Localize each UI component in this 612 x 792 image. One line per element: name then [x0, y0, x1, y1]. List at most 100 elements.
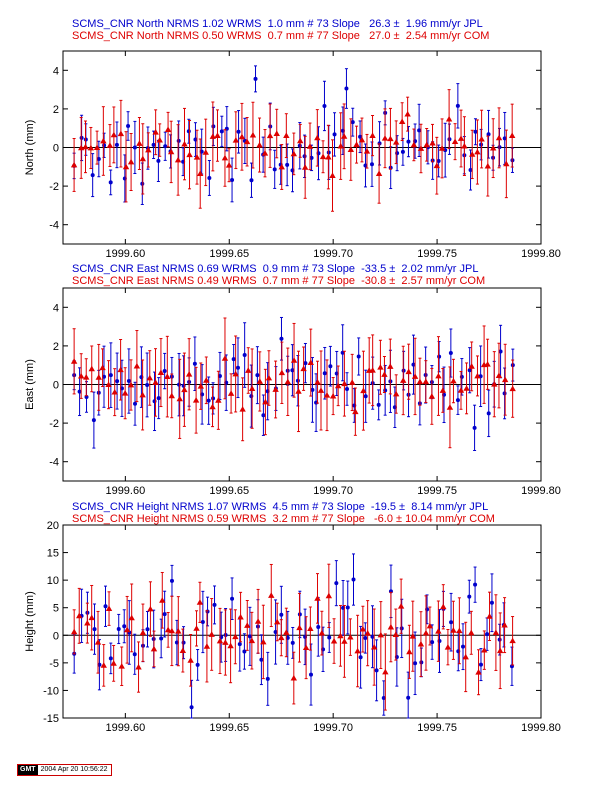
height-com-point	[422, 629, 430, 636]
east-y-tick-label: 0	[53, 380, 59, 392]
east-jpl-point	[383, 388, 388, 393]
east-com-point	[192, 397, 200, 403]
east-com-point	[127, 381, 135, 388]
north-jpl-point	[322, 103, 327, 108]
east-header-com: SCMS_CNR East NRMS 0.49 WRMS 0.7 mm # 77…	[72, 275, 486, 287]
north-com-point	[152, 129, 159, 135]
north-jpl-point	[369, 162, 374, 167]
north-jpl-point	[249, 178, 254, 183]
north-com-point	[417, 145, 425, 151]
north-com-point	[429, 139, 436, 146]
height-jpl-point	[205, 609, 210, 614]
height-com-point	[244, 622, 251, 628]
height-jpl-point	[308, 672, 313, 677]
east-com-point	[278, 369, 286, 376]
north-com-point	[438, 145, 446, 151]
east-com-point	[323, 392, 331, 398]
height-com-point	[456, 627, 463, 634]
east-com-point	[117, 366, 124, 373]
north-com-point	[283, 132, 290, 139]
height-jpl-point	[430, 640, 435, 645]
north-com-point	[404, 110, 411, 117]
east-com-point	[176, 395, 183, 402]
east-jpl-point	[310, 387, 315, 392]
east-com-point	[262, 398, 269, 405]
east-com-point	[457, 387, 465, 393]
north-com-point	[423, 141, 430, 148]
north-com-point	[243, 138, 251, 145]
height-com-point	[444, 643, 452, 650]
height-jpl-point	[370, 634, 375, 639]
height-y-axis-label: Height (mm)	[24, 591, 36, 652]
height-header-jpl: SCMS_CNR Height NRMS 1.07 WRMS 4.5 mm # …	[72, 501, 489, 513]
height-jpl-point	[162, 612, 167, 617]
height-com-point	[501, 621, 508, 628]
north-com-point	[306, 143, 314, 149]
north-jpl-point	[309, 155, 314, 160]
height-com-point	[70, 628, 78, 635]
east-com-point	[501, 376, 509, 383]
north-com-point	[70, 161, 78, 168]
east-com-point	[290, 357, 298, 363]
north-jpl-point	[350, 120, 355, 125]
height-com-point	[426, 622, 434, 629]
height-com-point	[232, 633, 239, 640]
north-y-axis-label: North (mm)	[24, 120, 36, 176]
east-com-point	[491, 380, 498, 387]
east-com-point	[152, 379, 159, 385]
height-jpl-point	[181, 640, 186, 645]
north-com-point	[139, 155, 146, 162]
north-com-point	[261, 149, 269, 156]
east-com-point	[272, 386, 279, 392]
east-jpl-point	[145, 382, 150, 387]
north-y-tick-label: 2	[53, 104, 59, 116]
east-com-point	[300, 365, 307, 372]
east-jpl-point	[459, 374, 464, 379]
east-jpl-point	[115, 379, 120, 384]
height-jpl-point	[169, 578, 174, 583]
east-com-point	[139, 391, 146, 398]
north-com-point	[461, 142, 468, 149]
north-jpl-point	[479, 142, 484, 147]
north-com-point	[82, 143, 89, 150]
height-com-point	[222, 639, 229, 645]
north-com-point	[314, 134, 321, 141]
east-x-tick-label: 1999.60	[105, 485, 145, 497]
height-jpl-point	[273, 630, 278, 635]
north-jpl-point	[207, 175, 212, 180]
height-jpl-point	[351, 577, 356, 582]
north-com-point	[503, 160, 510, 167]
north-jpl-point	[151, 142, 156, 147]
height-jpl-point	[497, 637, 502, 642]
east-com-point	[422, 378, 430, 384]
height-jpl-point	[345, 605, 350, 610]
north-com-point	[238, 133, 246, 140]
north-com-point	[325, 153, 332, 160]
east-jpl-point	[217, 374, 222, 379]
height-com-point	[392, 631, 400, 637]
north-com-point	[145, 146, 152, 153]
north-com-point	[186, 151, 193, 158]
east-com-point	[435, 372, 442, 379]
height-com-point	[216, 637, 224, 644]
height-plot-frame	[62, 524, 542, 719]
east-com-point	[295, 388, 302, 394]
height-com-point	[278, 634, 285, 641]
north-com-point	[508, 132, 516, 138]
east-x-tick-label: 1999.65	[209, 485, 249, 497]
east-com-point	[227, 390, 235, 396]
east-jpl-point	[108, 373, 113, 378]
height-com-point	[325, 592, 333, 599]
east-com-point	[239, 406, 246, 412]
east-jpl-point	[303, 361, 308, 366]
north-com-point	[474, 148, 481, 155]
north-com-point	[273, 130, 280, 136]
height-jpl-point	[212, 602, 217, 607]
east-com-point	[245, 367, 252, 373]
north-com-point	[347, 146, 355, 152]
north-com-point	[93, 144, 101, 151]
height-com-point	[397, 603, 405, 609]
north-y-tick-label: -2	[49, 181, 59, 193]
east-com-point	[428, 393, 436, 399]
east-jpl-point	[356, 354, 361, 359]
